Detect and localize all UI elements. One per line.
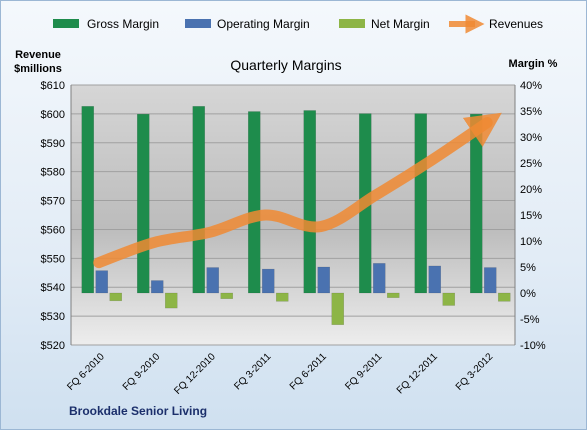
operating-margin-bar [206, 267, 219, 294]
net-margin-bar [442, 292, 455, 306]
bar-marks [81, 106, 511, 325]
source-label: Brookdale Senior Living [69, 404, 207, 418]
right-tick-label: 40% [520, 80, 542, 92]
gross-margin-bar [81, 106, 94, 294]
net-margin-bar [109, 292, 122, 302]
right-tick-label: -10% [520, 340, 546, 352]
left-axis-label-line1: Revenue [15, 49, 61, 61]
right-tick-label: 35% [520, 106, 542, 118]
gross-margin-bar [192, 106, 205, 294]
operating-margin-bar [428, 265, 441, 294]
operating-margin-bar [151, 280, 164, 294]
gross-margin-bar [303, 110, 316, 294]
right-tick-label: 5% [520, 262, 536, 274]
right-axis-label: Margin % [509, 58, 558, 70]
operating-margin-bar [262, 268, 275, 294]
legend-swatch-operating-margin [185, 19, 211, 28]
right-tick-label: 10% [520, 236, 542, 248]
right-tick-label: 25% [520, 158, 542, 170]
legend-label-operating-margin: Operating Margin [217, 17, 310, 31]
revenue-line [93, 112, 502, 269]
net-margin-bar [498, 292, 511, 302]
left-tick-label: $550 [41, 253, 65, 265]
legend: Gross Margin Operating Margin Net Margin… [53, 14, 543, 34]
left-tick-label: $530 [41, 311, 65, 323]
operating-margin-bar [95, 270, 108, 294]
gross-margin-bar [414, 113, 427, 294]
gross-margin-bar [137, 113, 150, 294]
right-tick-label: 15% [520, 210, 542, 222]
category-tick-label: FQ 6-2010 [65, 351, 107, 393]
legend-swatch-net-margin [339, 19, 365, 28]
gross-margin-bar [248, 111, 261, 294]
right-tick-label: 0% [520, 288, 536, 300]
legend-label-gross-margin: Gross Margin [87, 17, 159, 31]
left-tick-label: $520 [41, 340, 65, 352]
operating-margin-bar [373, 263, 386, 294]
net-margin-bar [276, 292, 289, 302]
category-tick-label: FQ 9-2011 [343, 351, 384, 392]
category-tick-label: FQ 12-2011 [395, 351, 440, 396]
legend-swatch-gross-margin [53, 19, 79, 28]
category-tick-label: FQ 6-2011 [288, 351, 329, 392]
legend-label-net-margin: Net Margin [371, 17, 430, 31]
revenue-line-path [93, 112, 502, 269]
left-tick-label: $610 [41, 80, 65, 92]
category-tick-label: FQ 12-2010 [172, 351, 218, 397]
right-tick-label: -5% [520, 314, 540, 326]
left-tick-label: $580 [41, 167, 65, 179]
left-tick-label: $590 [41, 138, 65, 150]
left-tick-label: $570 [41, 196, 65, 208]
category-tick-label: FQ 3-2012 [454, 351, 496, 393]
operating-margin-bar [484, 267, 497, 294]
net-margin-bar [165, 292, 178, 309]
operating-margin-bar [317, 266, 330, 294]
gross-margin-bar [470, 113, 483, 294]
right-tick-label: 30% [520, 132, 542, 144]
net-margin-bar [387, 292, 400, 298]
left-tick-label: $600 [41, 109, 65, 121]
left-axis-label-line2: $millions [14, 63, 62, 75]
net-margin-bar [220, 292, 233, 299]
legend-label-revenues: Revenues [489, 17, 543, 31]
net-margin-bar [331, 292, 344, 325]
right-tick-label: 20% [520, 184, 542, 196]
category-tick-label: FQ 3-2011 [232, 351, 273, 392]
left-tick-label: $540 [41, 282, 65, 294]
chart-title: Quarterly Margins [230, 57, 341, 73]
left-tick-label: $560 [41, 224, 65, 236]
category-tick-label: FQ 9-2010 [121, 351, 163, 393]
